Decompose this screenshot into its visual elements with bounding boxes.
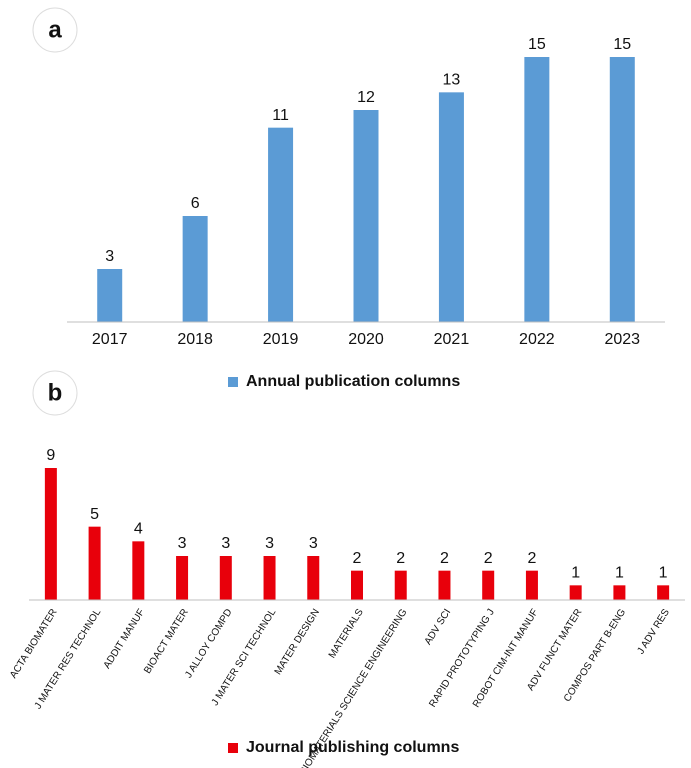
bar	[132, 541, 145, 600]
value-label: 3	[309, 535, 318, 552]
x-tick-label: 2018	[177, 331, 213, 348]
bar	[97, 269, 123, 322]
bar	[438, 570, 451, 600]
x-tick-label: 2017	[92, 331, 128, 348]
panel-badge	[32, 370, 78, 416]
bar	[569, 585, 582, 600]
bar	[88, 526, 101, 600]
value-label: 2	[440, 550, 449, 567]
value-label: 2	[353, 550, 362, 567]
bar	[613, 585, 626, 600]
bar	[182, 216, 208, 322]
value-label: 3	[105, 248, 114, 265]
bar	[438, 92, 464, 322]
bar	[353, 110, 379, 322]
x-tick-label: ACTA BIOMATER	[8, 607, 60, 680]
bar	[394, 570, 407, 600]
x-tick-label: 2019	[263, 331, 299, 348]
x-tick-label: J ALLOY COMPD	[183, 607, 234, 680]
value-label: 11	[272, 107, 289, 124]
value-label: 2	[484, 550, 493, 567]
x-tick-label: ADV SCI	[423, 607, 454, 647]
x-tick-label: 2020	[348, 331, 384, 348]
panel-badge	[32, 7, 78, 53]
legend-swatch	[228, 377, 238, 387]
bar	[219, 556, 232, 600]
legend-label: Journal publishing columns	[246, 739, 459, 756]
value-label: 2	[527, 550, 536, 567]
value-label: 9	[46, 447, 55, 464]
bar	[525, 570, 538, 600]
panel-label: a	[48, 16, 62, 43]
x-tick-label: 2022	[519, 331, 555, 348]
value-label: 6	[191, 195, 200, 212]
value-label: 13	[443, 72, 461, 89]
bar	[482, 570, 495, 600]
x-tick-label: ADDIT MANUF	[102, 607, 147, 671]
value-label: 3	[178, 535, 187, 552]
bar	[176, 556, 189, 600]
value-label: 1	[659, 565, 668, 582]
value-label: 12	[357, 89, 375, 106]
panel-label: b	[48, 379, 63, 406]
value-label: 15	[528, 36, 546, 53]
value-label: 4	[134, 521, 143, 538]
value-label: 1	[615, 565, 624, 582]
x-tick-label: 2023	[604, 331, 640, 348]
value-label: 3	[221, 535, 230, 552]
value-label: 2	[396, 550, 405, 567]
bar	[524, 57, 550, 322]
legend-label: Annual publication columns	[246, 373, 460, 390]
bar	[657, 585, 670, 600]
value-label: 15	[613, 36, 631, 53]
value-label: 1	[571, 565, 580, 582]
bar	[307, 556, 320, 600]
x-tick-label: BIOACT MATER	[142, 607, 191, 676]
bar	[263, 556, 276, 600]
bar	[609, 57, 635, 322]
bar	[351, 570, 363, 600]
value-label: 3	[265, 535, 274, 552]
bar	[268, 127, 294, 323]
value-label: 5	[90, 506, 99, 523]
x-tick-label: J ADV RES	[635, 607, 672, 656]
legend-swatch	[228, 743, 238, 753]
x-tick-label: 2021	[434, 331, 470, 348]
x-tick-label: MATER DESIGN	[273, 607, 322, 677]
bar	[44, 468, 57, 600]
x-tick-label: MATERIALS	[327, 607, 366, 661]
